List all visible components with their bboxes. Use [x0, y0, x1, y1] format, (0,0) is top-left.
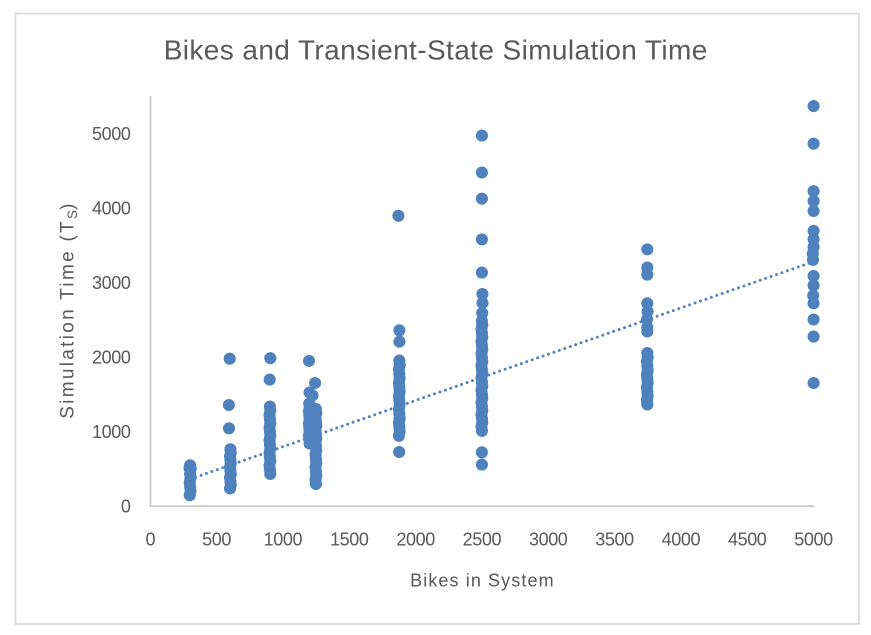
svg-text:2000: 2000 — [396, 529, 435, 549]
svg-text:500: 500 — [202, 529, 231, 549]
svg-text:2500: 2500 — [463, 529, 502, 549]
svg-text:0: 0 — [145, 529, 155, 549]
svg-text:1000: 1000 — [264, 529, 303, 549]
svg-text:Simulation Time (TS): Simulation Time (TS) — [58, 201, 81, 418]
svg-text:4000: 4000 — [92, 198, 131, 218]
svg-text:Bikes and Transient-State Simu: Bikes and Transient-State Simulation Tim… — [164, 35, 708, 66]
svg-text:1000: 1000 — [92, 422, 131, 442]
svg-text:3000: 3000 — [92, 273, 131, 293]
svg-text:Bikes in System: Bikes in System — [410, 571, 555, 591]
svg-text:3500: 3500 — [595, 529, 634, 549]
svg-text:5000: 5000 — [794, 529, 833, 549]
svg-text:4500: 4500 — [728, 529, 767, 549]
svg-text:4000: 4000 — [662, 529, 701, 549]
svg-text:0: 0 — [121, 496, 131, 516]
svg-text:2000: 2000 — [92, 347, 131, 367]
svg-text:5000: 5000 — [92, 124, 131, 144]
svg-text:1500: 1500 — [330, 529, 369, 549]
svg-text:3000: 3000 — [529, 529, 568, 549]
